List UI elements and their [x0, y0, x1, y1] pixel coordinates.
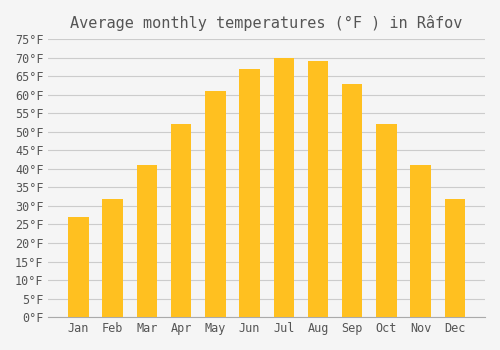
Title: Average monthly temperatures (°F ) in Râfov: Average monthly temperatures (°F ) in Râ… [70, 15, 463, 31]
Bar [205, 91, 226, 317]
Bar [444, 198, 465, 317]
Bar [308, 61, 328, 317]
Bar [68, 217, 88, 317]
Bar [171, 124, 192, 317]
Bar [136, 165, 157, 317]
Bar [240, 69, 260, 317]
Bar [342, 84, 362, 317]
Bar [102, 198, 123, 317]
Bar [376, 124, 396, 317]
Bar [410, 165, 431, 317]
Bar [274, 58, 294, 317]
